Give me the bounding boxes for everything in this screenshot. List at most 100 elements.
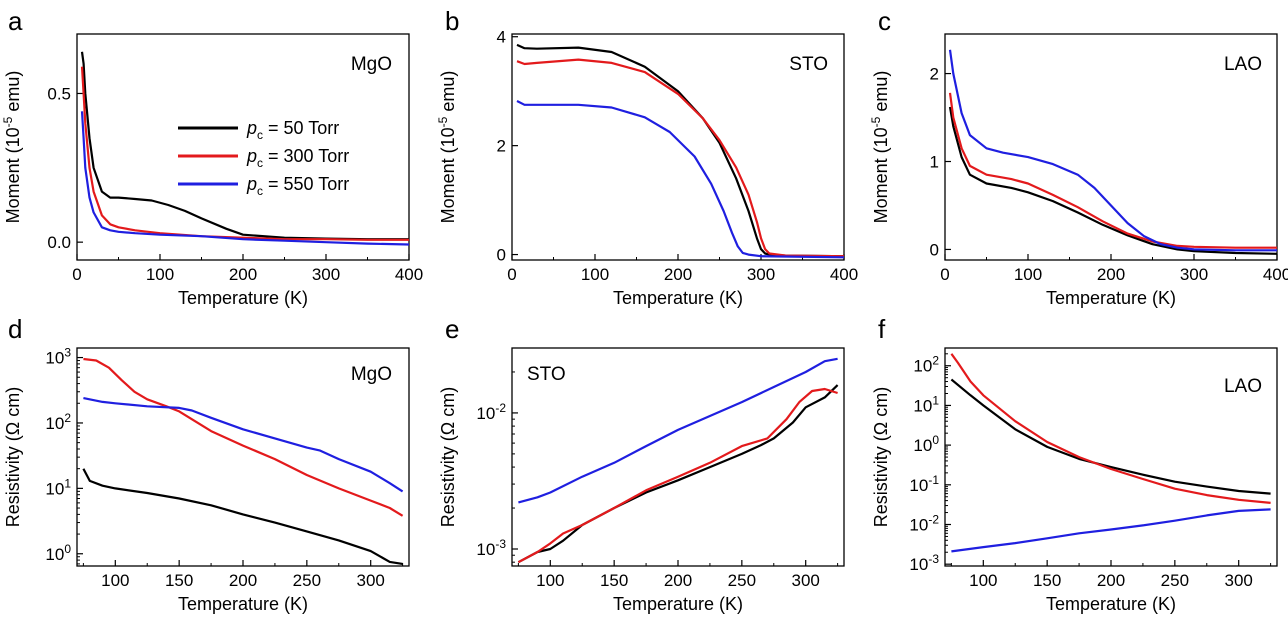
x-axis-label: Temperature (K) bbox=[613, 288, 743, 308]
panel-b: b 0 100 200 300 400 0 2 4 Temperature (K) Moment (… bbox=[436, 6, 858, 308]
series-line bbox=[950, 93, 1277, 248]
series-line bbox=[517, 60, 844, 257]
y-tick-label: 102 bbox=[913, 354, 939, 376]
sample-label: MgO bbox=[351, 54, 392, 75]
sample-label: MgO bbox=[351, 364, 392, 385]
panel-c: c 0 100 200 300 400 0 1 2 Temperature (K) Moment (… bbox=[869, 6, 1288, 308]
x-tick-label: 200 bbox=[229, 571, 257, 590]
y-tick-label: 101 bbox=[45, 476, 71, 498]
x-tick-label: 200 bbox=[664, 571, 692, 590]
y-tick-label: 102 bbox=[45, 411, 71, 433]
panel-label: b bbox=[445, 6, 459, 36]
x-tick-label: 0 bbox=[940, 265, 949, 284]
series-line bbox=[951, 380, 1270, 494]
series-line bbox=[83, 469, 402, 564]
x-tick-label: 0 bbox=[72, 265, 81, 284]
y-tick-label: 103 bbox=[45, 346, 71, 368]
y-tick-label: 0.0 bbox=[47, 233, 71, 252]
series-line bbox=[951, 354, 1270, 503]
y-tick-label: 0 bbox=[497, 246, 506, 265]
series-line bbox=[950, 50, 1277, 251]
x-tick-label: 400 bbox=[1263, 265, 1288, 284]
x-tick-label: 100 bbox=[969, 571, 997, 590]
x-tick-label: 100 bbox=[581, 265, 609, 284]
x-axis-label: Temperature (K) bbox=[178, 288, 308, 308]
y-tick-label: 1 bbox=[930, 153, 939, 172]
y-tick-label: 100 bbox=[913, 433, 939, 455]
series-line bbox=[82, 111, 409, 244]
panel-label: f bbox=[878, 314, 886, 344]
legend-entry: pc = 300 Torr bbox=[246, 146, 349, 170]
x-tick-label: 250 bbox=[293, 571, 321, 590]
y-tick-label: 10-3 bbox=[909, 552, 939, 574]
series-line bbox=[517, 101, 844, 257]
y-tick-label: 0 bbox=[930, 240, 939, 259]
sample-label: LAO bbox=[1224, 54, 1262, 75]
legend-entry: pc = 550 Torr bbox=[246, 174, 349, 198]
x-tick-label: 100 bbox=[536, 571, 564, 590]
y-axis-label: Resistivity (Ω cm) bbox=[438, 387, 458, 527]
x-tick-label: 300 bbox=[357, 571, 385, 590]
y-axis-label: Moment (10-5 emu) bbox=[869, 71, 891, 224]
y-tick-label: 10-1 bbox=[909, 473, 939, 495]
y-tick-label: 2 bbox=[497, 137, 506, 156]
y-axis-label: Moment (10-5 emu) bbox=[1, 71, 23, 224]
x-tick-label: 150 bbox=[1033, 571, 1061, 590]
panel-a: a 0 100 200 300 400 0.0 0.5 Temperature (K) Momen… bbox=[1, 6, 423, 308]
x-tick-label: 150 bbox=[600, 571, 628, 590]
sample-label: LAO bbox=[1224, 376, 1262, 397]
x-tick-label: 400 bbox=[395, 265, 423, 284]
sample-label: STO bbox=[527, 364, 566, 385]
x-tick-label: 250 bbox=[1161, 571, 1189, 590]
panel-d: d 100 150 200 250 300 100 101 102 103 Temperature … bbox=[3, 314, 409, 614]
x-tick-label: 200 bbox=[229, 265, 257, 284]
panel-label: d bbox=[8, 314, 22, 344]
panel-label: e bbox=[445, 314, 459, 344]
x-axis-label: Temperature (K) bbox=[1046, 288, 1176, 308]
y-tick-label: 4 bbox=[497, 28, 506, 47]
x-tick-label: 250 bbox=[728, 571, 756, 590]
y-tick-label: 10-2 bbox=[476, 401, 506, 423]
panel-label: c bbox=[878, 6, 891, 36]
x-tick-label: 300 bbox=[747, 265, 775, 284]
x-tick-label: 300 bbox=[1225, 571, 1253, 590]
series-line bbox=[82, 67, 409, 240]
y-tick-label: 2 bbox=[930, 65, 939, 84]
y-tick-label: 10-2 bbox=[909, 512, 939, 534]
x-tick-label: 300 bbox=[1180, 265, 1208, 284]
x-axis-label: Temperature (K) bbox=[613, 594, 743, 614]
y-tick-label: 0.5 bbox=[47, 84, 71, 103]
x-tick-label: 300 bbox=[312, 265, 340, 284]
panel-label: a bbox=[8, 6, 23, 36]
x-tick-label: 100 bbox=[146, 265, 174, 284]
series-line bbox=[950, 107, 1277, 254]
x-axis-label: Temperature (K) bbox=[1046, 594, 1176, 614]
series-line bbox=[82, 52, 409, 239]
series-line bbox=[518, 385, 837, 562]
series-line bbox=[951, 509, 1270, 551]
y-axis-label: Resistivity (Ω cm) bbox=[3, 387, 23, 527]
y-tick-label: 10-3 bbox=[476, 537, 506, 559]
panel-e: e 100 150 200 250 300 10-3 10-2 Temperature (K) R… bbox=[438, 314, 844, 614]
x-tick-label: 400 bbox=[830, 265, 858, 284]
y-tick-label: 101 bbox=[913, 393, 939, 415]
x-tick-label: 300 bbox=[792, 571, 820, 590]
x-tick-label: 200 bbox=[1097, 571, 1125, 590]
x-tick-label: 200 bbox=[664, 265, 692, 284]
series-line bbox=[517, 45, 844, 256]
legend-entry: pc = 50 Torr bbox=[246, 118, 339, 142]
x-axis-label: Temperature (K) bbox=[178, 594, 308, 614]
y-axis-label: Resistivity (Ω cm) bbox=[871, 387, 891, 527]
panel-f: f 100 150 200 250 300 10-3 10-2 10-1 100 101 102 Tem… bbox=[871, 314, 1277, 614]
x-tick-label: 200 bbox=[1097, 265, 1125, 284]
x-tick-label: 100 bbox=[101, 571, 129, 590]
x-tick-label: 150 bbox=[165, 571, 193, 590]
legend: pc = 50 Torr pc = 300 Torr pc = 550 Torr bbox=[178, 118, 349, 198]
sample-label: STO bbox=[789, 54, 828, 75]
x-tick-label: 0 bbox=[507, 265, 516, 284]
series-line bbox=[518, 389, 837, 562]
y-axis-label: Moment (10-5 emu) bbox=[436, 71, 458, 224]
y-tick-label: 100 bbox=[45, 542, 71, 564]
x-tick-label: 100 bbox=[1014, 265, 1042, 284]
